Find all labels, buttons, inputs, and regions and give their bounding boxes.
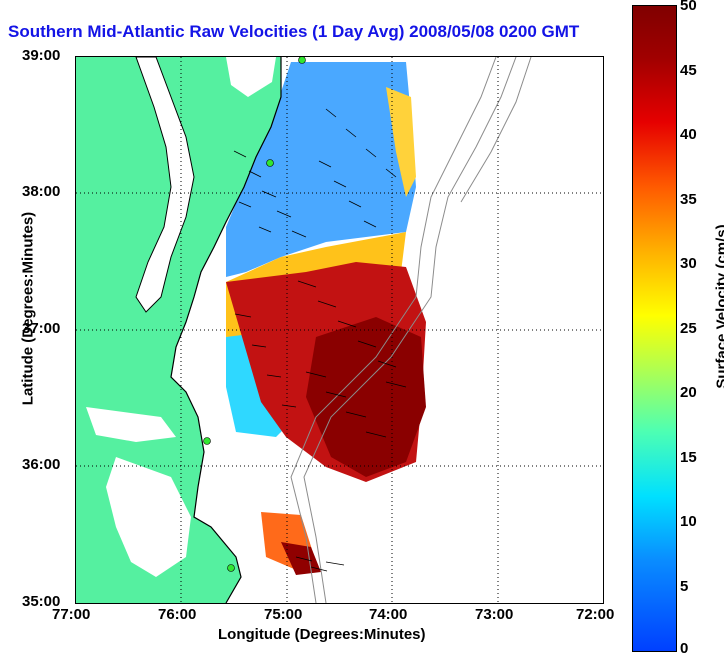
- colorbar-tick: 5: [680, 578, 689, 595]
- station-marker: [266, 159, 274, 167]
- colorbar-tick: 0: [680, 640, 689, 657]
- colorbar-tick: 25: [680, 320, 697, 337]
- radar-stations: [203, 57, 306, 572]
- x-axis-label: Longitude (Degrees:Minutes): [218, 626, 426, 643]
- colorbar-tick: 15: [680, 449, 697, 466]
- x-tick-label: 73:00: [475, 606, 514, 623]
- grid-lines: [76, 57, 603, 603]
- coastline: [170, 57, 282, 603]
- y-tick-label: 37:00: [22, 320, 61, 337]
- colorbar-tick: 20: [680, 384, 697, 401]
- y-axis-label: Latitude (Degrees:Minutes): [19, 211, 37, 406]
- colorbar: [632, 5, 677, 652]
- bathymetry-contours: [290, 57, 532, 603]
- delaware-bay: [226, 57, 276, 97]
- velocity-field-darkred: [306, 317, 426, 477]
- x-tick-label: 75:00: [264, 606, 303, 623]
- colorbar-tick: 50: [680, 0, 697, 14]
- colorbar-label: Surface Velocity (cm/s): [713, 224, 724, 389]
- colorbar-tick: 35: [680, 191, 697, 208]
- bay-shoreline: [135, 57, 195, 313]
- y-tick-label: 36:00: [22, 456, 61, 473]
- colorbar-tick: 40: [680, 126, 697, 143]
- y-tick-label: 35:00: [22, 593, 61, 610]
- map-svg: [76, 57, 603, 603]
- map-plot-area: [75, 56, 604, 604]
- station-marker: [298, 57, 306, 64]
- x-tick-label: 76:00: [158, 606, 197, 623]
- albemarle-sound: [86, 407, 176, 442]
- colorbar-tick: 30: [680, 255, 697, 272]
- colorbar-tick: 45: [680, 62, 697, 79]
- station-marker: [227, 564, 235, 572]
- velocity-vectors: [233, 108, 407, 572]
- y-tick-label: 39:00: [22, 47, 61, 64]
- x-tick-label: 74:00: [369, 606, 408, 623]
- station-marker: [203, 437, 211, 445]
- velocity-field-northeast-yellow: [386, 87, 416, 197]
- pamlico-sound: [106, 457, 191, 577]
- y-tick-label: 38:00: [22, 183, 61, 200]
- colorbar-tick: 10: [680, 513, 697, 530]
- chart-title: Southern Mid-Atlantic Raw Velocities (1 …: [8, 22, 580, 41]
- x-tick-label: 72:00: [576, 606, 615, 623]
- x-tick-label: 77:00: [52, 606, 91, 623]
